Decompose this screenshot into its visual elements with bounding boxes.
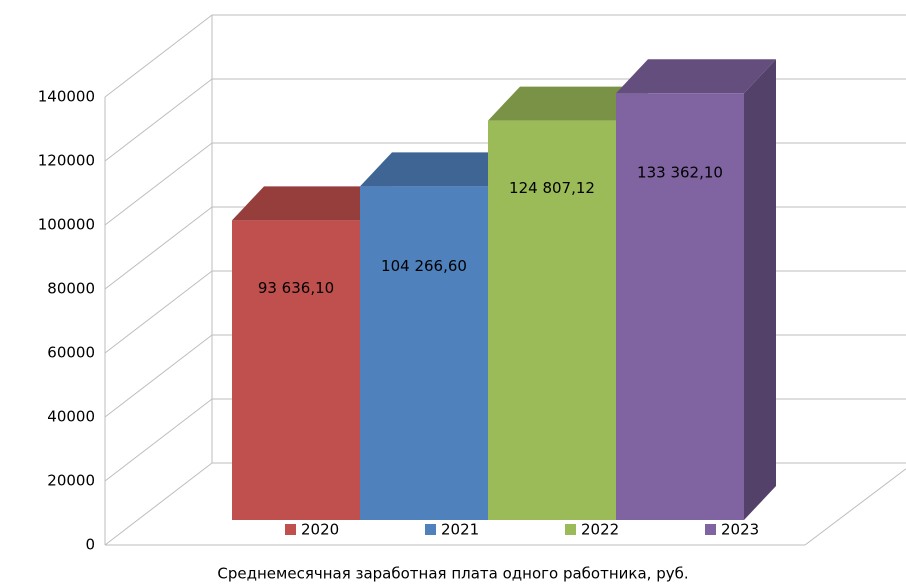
grid-line-side <box>104 270 213 354</box>
grid-line-side <box>104 142 213 226</box>
grid-line-side <box>104 78 213 162</box>
x-axis-label: Среднемесячная заработная плата одного р… <box>217 565 688 583</box>
y-tick-label: 100000 <box>38 216 95 234</box>
bar <box>232 220 360 520</box>
y-tick-label: 60000 <box>47 344 95 362</box>
legend-swatch <box>565 524 576 535</box>
y-tick-label: 40000 <box>47 408 95 426</box>
legend-swatch <box>285 524 296 535</box>
data-label: 133 362,10 <box>637 164 723 182</box>
y-tick-label: 140000 <box>38 88 95 106</box>
floor-right <box>804 468 906 546</box>
grid-line-side <box>104 462 213 546</box>
y-tick-label: 120000 <box>38 152 95 170</box>
data-label: 93 636,10 <box>258 279 334 297</box>
legend-label: 2021 <box>441 521 479 539</box>
bar-side <box>744 59 776 521</box>
grid-line-side <box>104 334 213 418</box>
grid-line-side <box>104 206 213 290</box>
data-label: 124 807,12 <box>509 179 595 197</box>
grid-line-side <box>104 14 213 98</box>
legend-swatch <box>705 524 716 535</box>
bar <box>616 93 744 521</box>
bar-top <box>616 59 776 94</box>
y-tick-label: 80000 <box>47 280 95 298</box>
legend-swatch <box>425 524 436 535</box>
legend-label: 2020 <box>301 521 339 539</box>
bar <box>360 186 488 521</box>
y-tick-label: 0 <box>85 536 95 554</box>
legend-label: 2023 <box>721 521 759 539</box>
data-label: 104 266,60 <box>381 257 467 275</box>
bar-top <box>488 86 648 121</box>
grid-line-side <box>104 398 213 482</box>
y-tick-label: 20000 <box>47 472 95 490</box>
bar-top <box>232 186 392 221</box>
bar-top <box>360 152 520 187</box>
bar <box>488 120 616 520</box>
legend-label: 2022 <box>581 521 619 539</box>
